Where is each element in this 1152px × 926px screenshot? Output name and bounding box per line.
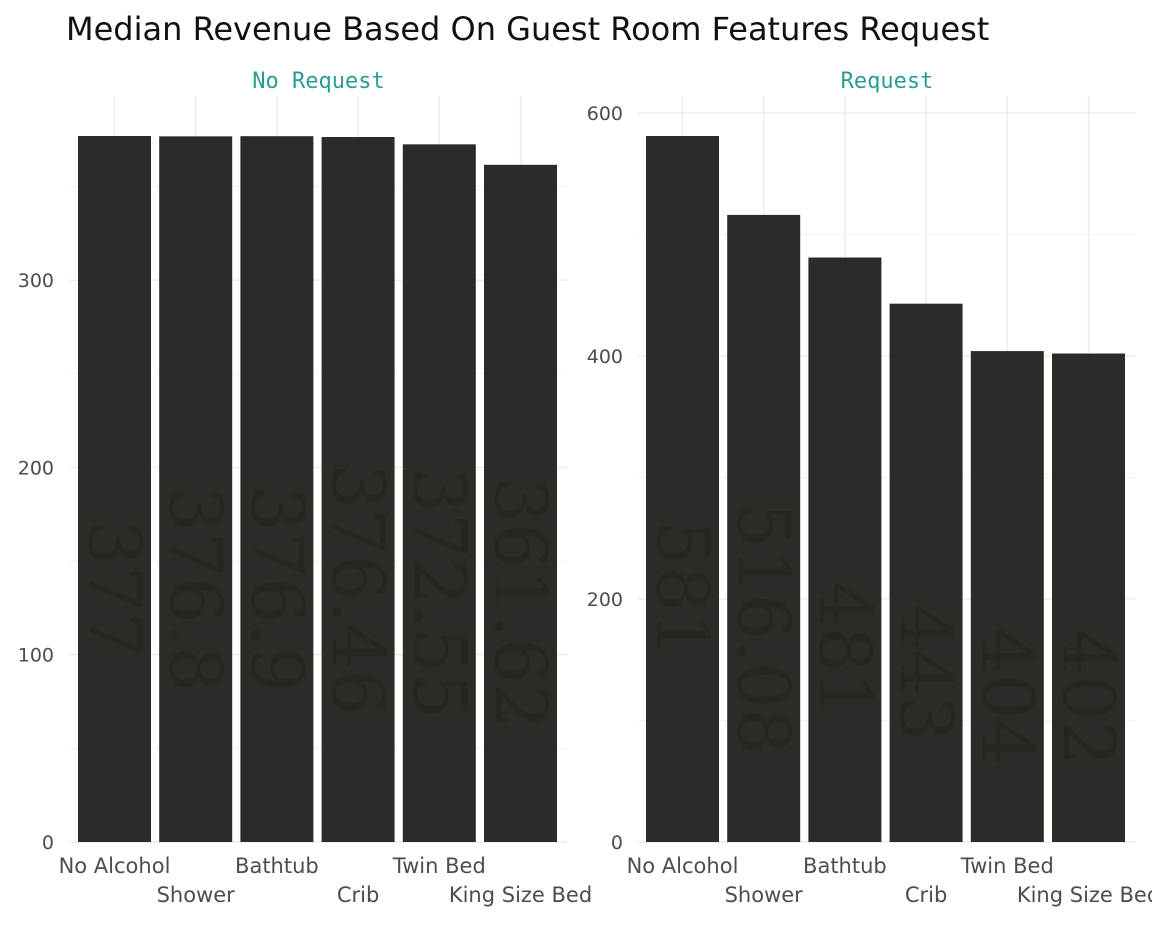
bar bbox=[78, 136, 151, 842]
bar-value-label: 402 bbox=[1047, 629, 1131, 766]
bar-value-label: 443 bbox=[884, 604, 968, 741]
y-tick-label: 0 bbox=[42, 832, 54, 854]
bar bbox=[808, 257, 882, 842]
bar-value-label: 581 bbox=[641, 520, 725, 657]
y-tick-label: 400 bbox=[587, 346, 623, 368]
x-tick-label: No Alcohol bbox=[627, 854, 739, 878]
bar-value-label: 404 bbox=[965, 628, 1049, 765]
bar-value-label: 376.8 bbox=[154, 486, 238, 692]
panel-1: Request 0 200 400 600 581 No Alcohol 516.08 Show… bbox=[587, 69, 1152, 907]
panel-0: No Request 0 100 200 300 377 No Alcohol 376.8 Sh… bbox=[18, 69, 592, 907]
chart-title: Median Revenue Based On Guest Room Featu… bbox=[66, 10, 989, 48]
bar-value-label: 372.55 bbox=[397, 467, 481, 719]
bar-value-label: 516.08 bbox=[722, 502, 806, 754]
x-tick-label: Shower bbox=[157, 883, 236, 907]
x-tick-label: Crib bbox=[905, 883, 947, 907]
x-tick-label: King Size Bed bbox=[449, 883, 592, 907]
bar-value-label: 376.9 bbox=[235, 486, 319, 692]
x-tick-label: Bathtub bbox=[803, 854, 887, 878]
bar bbox=[159, 136, 233, 843]
x-tick-label: King Size Bed bbox=[1017, 883, 1152, 907]
bar bbox=[970, 351, 1044, 842]
facet-panels: No Request 0 100 200 300 377 No Alcohol 376.8 Sh… bbox=[18, 69, 1152, 907]
bar bbox=[484, 164, 557, 842]
facet-strip-label: No Request bbox=[252, 69, 384, 94]
bar bbox=[402, 144, 476, 842]
x-tick-label: Twin Bed bbox=[392, 854, 486, 878]
bar-value-label: 481 bbox=[803, 581, 887, 718]
y-tick-label: 0 bbox=[611, 832, 623, 854]
bar-value-label: 376.46 bbox=[316, 464, 400, 716]
y-tick-label: 600 bbox=[587, 103, 623, 125]
bar-value-label: 377 bbox=[73, 520, 157, 657]
y-tick-label: 200 bbox=[587, 589, 623, 611]
x-tick-label: Twin Bed bbox=[960, 854, 1054, 878]
bar bbox=[1052, 353, 1125, 842]
bar bbox=[889, 303, 963, 842]
x-tick-label: Shower bbox=[725, 883, 804, 907]
facet-strip-label: Request bbox=[841, 69, 934, 94]
x-tick-label: Crib bbox=[337, 883, 379, 907]
x-tick-label: No Alcohol bbox=[59, 854, 171, 878]
bar bbox=[321, 137, 395, 843]
bar bbox=[240, 136, 314, 843]
bar bbox=[646, 136, 719, 842]
bar-value-label: 361.62 bbox=[479, 477, 563, 729]
y-tick-label: 200 bbox=[18, 457, 54, 479]
y-tick-label: 300 bbox=[18, 270, 54, 292]
x-tick-label: Bathtub bbox=[235, 854, 319, 878]
bar bbox=[727, 214, 801, 842]
y-tick-label: 100 bbox=[18, 645, 54, 667]
